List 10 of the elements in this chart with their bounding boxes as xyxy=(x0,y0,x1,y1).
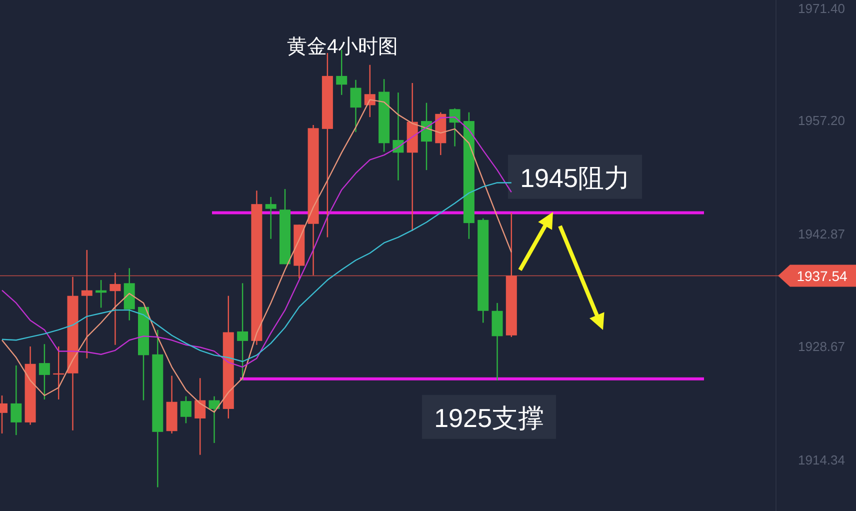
ref-line-label: 1945阻力 xyxy=(520,162,630,193)
ref-line-label: 1937.54 xyxy=(796,268,848,284)
y-tick-label: 1971.40 xyxy=(798,0,845,16)
y-tick-label: 1928.67 xyxy=(798,338,845,354)
text: 黄金4小时图 xyxy=(287,36,398,58)
y-tick-label: 1957.20 xyxy=(798,113,845,128)
line-series xyxy=(1,182,512,362)
ref-line-label: 1925支撑 xyxy=(434,402,544,433)
y-tick-label: 1914.34 xyxy=(798,452,845,468)
y-tick-label: 1942.87 xyxy=(798,226,845,242)
